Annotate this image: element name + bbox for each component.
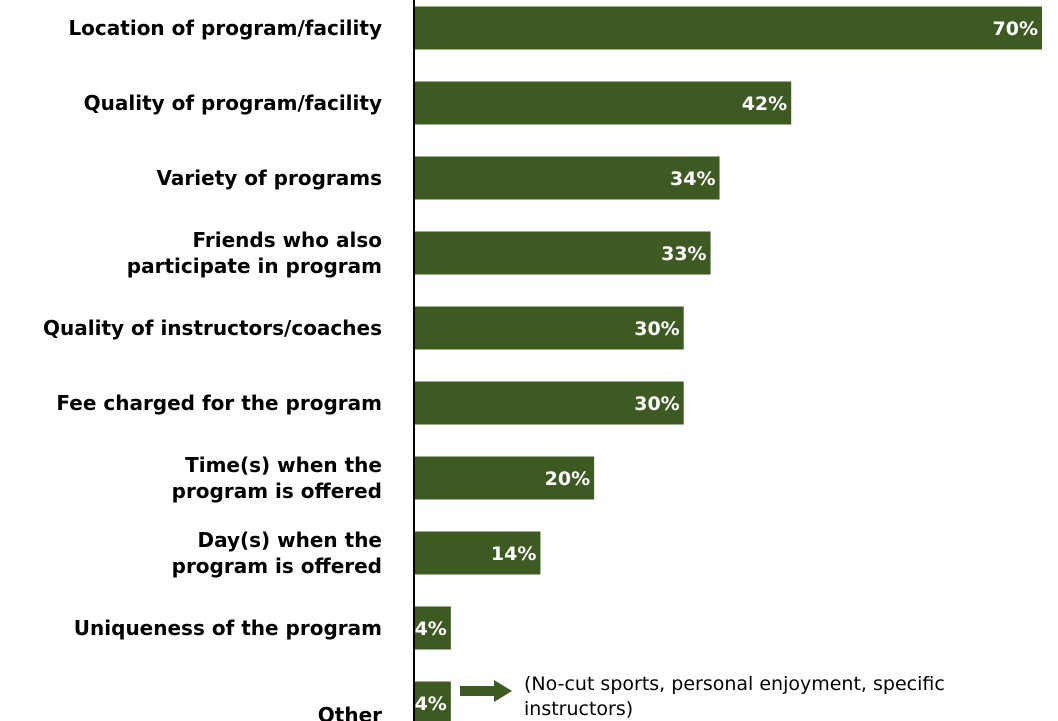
- bar-6: [415, 381, 684, 425]
- category-label-8-line-2: program is offered: [172, 554, 382, 578]
- annotation-text-line-1: (No-cut sports, personal enjoyment, spec…: [524, 673, 945, 695]
- annotation-layer: (No-cut sports, personal enjoyment, spec…: [460, 673, 945, 720]
- category-label-1: Location of program/facility: [68, 16, 382, 40]
- category-label-10-line-1: Other: [318, 703, 382, 721]
- bar-3: [415, 156, 720, 200]
- bar-9: [415, 606, 451, 650]
- category-label-8: Day(s) when the program is offered: [172, 528, 382, 578]
- category-label-7-line-1: Time(s) when the: [185, 453, 382, 477]
- category-label-3: Variety of programs: [157, 166, 382, 190]
- annotation-text-line-2: instructors): [524, 698, 633, 720]
- value-labels-layer: 70% 42% 34% 33% 30% 30% 20% 14% 4% 4%: [415, 18, 1038, 715]
- category-label-5: Quality of instructors/coaches: [43, 316, 382, 340]
- category-label-4-line-1: Friends who also: [192, 228, 382, 252]
- category-label-9: Uniqueness of the program: [74, 616, 382, 640]
- category-label-9-line-1: Uniqueness of the program: [74, 616, 382, 640]
- value-label-1: 70%: [993, 18, 1038, 40]
- category-labels-layer: Location of program/facility Quality of p…: [43, 16, 382, 721]
- bar-7: [415, 456, 595, 500]
- bar-1: [415, 6, 1042, 50]
- category-label-6-line-1: Fee charged for the program: [56, 391, 382, 415]
- value-label-9: 4%: [415, 618, 447, 640]
- bar-10: [415, 681, 451, 721]
- bars-layer: [415, 6, 1042, 721]
- category-label-6: Fee charged for the program: [56, 391, 382, 415]
- value-label-8: 14%: [491, 543, 536, 565]
- annotation-arrow-icon: [460, 680, 512, 702]
- value-label-3: 34%: [670, 168, 715, 190]
- category-label-2-line-1: Quality of program/facility: [84, 91, 382, 115]
- value-label-2: 42%: [742, 93, 787, 115]
- value-label-7: 20%: [545, 468, 590, 490]
- category-label-1-line-1: Location of program/facility: [68, 16, 382, 40]
- value-label-5: 30%: [634, 318, 679, 340]
- value-label-4: 33%: [661, 243, 706, 265]
- category-label-8-line-1: Day(s) when the: [197, 528, 382, 552]
- value-label-10: 4%: [415, 693, 447, 715]
- category-label-2: Quality of program/facility: [84, 91, 382, 115]
- category-label-4-line-2: participate in program: [127, 254, 382, 278]
- value-label-6: 30%: [634, 393, 679, 415]
- category-label-5-line-1: Quality of instructors/coaches: [43, 316, 382, 340]
- category-label-7-line-2: program is offered: [172, 479, 382, 503]
- category-label-3-line-1: Variety of programs: [157, 166, 382, 190]
- bar-2: [415, 81, 792, 125]
- category-label-7: Time(s) when the program is offered: [172, 453, 382, 503]
- category-label-10: Other: [318, 703, 382, 721]
- bar-5: [415, 306, 684, 350]
- bar-8: [415, 531, 541, 575]
- bar-4: [415, 231, 711, 275]
- category-label-4: Friends who also participate in program: [127, 228, 382, 278]
